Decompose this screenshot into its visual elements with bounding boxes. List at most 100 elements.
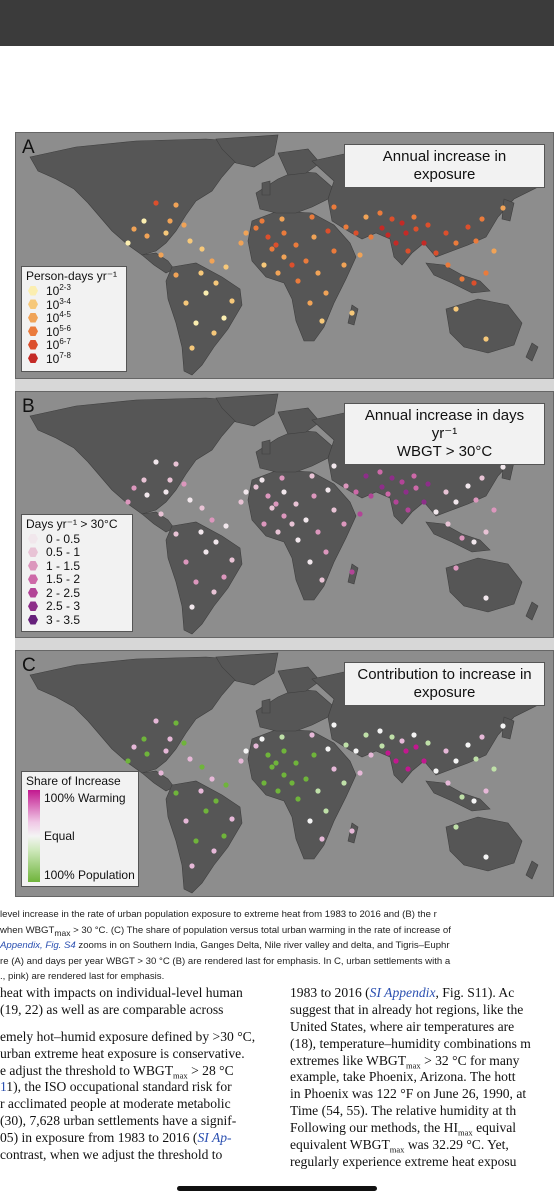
settlement-marker xyxy=(393,758,399,764)
settlement-marker xyxy=(259,218,265,224)
settlement-marker xyxy=(465,483,471,489)
legend-item: 0 - 0.5 xyxy=(22,532,132,546)
landmass-greenland xyxy=(215,134,279,168)
caption-line: level increase in the rate of urban popu… xyxy=(0,909,437,920)
settlement-marker xyxy=(189,863,195,869)
settlement-marker xyxy=(173,461,179,467)
settlement-marker xyxy=(259,736,265,742)
settlement-marker xyxy=(187,756,193,762)
legend-swatch xyxy=(28,313,38,323)
settlement-marker xyxy=(500,205,506,211)
settlement-marker xyxy=(500,723,506,729)
legend-swatch xyxy=(28,615,38,625)
settlement-marker xyxy=(341,521,347,527)
settlement-marker xyxy=(413,744,419,750)
settlement-marker xyxy=(479,216,485,222)
panel-title-line: Annual increase in days yr⁻¹ xyxy=(364,407,525,442)
settlement-marker xyxy=(421,758,427,764)
settlement-marker xyxy=(229,557,235,563)
panel-a: A Annual increase in exposure Person-day… xyxy=(15,132,554,379)
settlement-marker xyxy=(193,838,199,844)
settlement-marker xyxy=(187,238,193,244)
settlement-marker xyxy=(341,780,347,786)
settlement-marker xyxy=(453,499,459,505)
settlement-marker xyxy=(261,521,267,527)
settlement-marker xyxy=(379,743,385,749)
settlement-marker xyxy=(331,248,337,254)
settlement-marker xyxy=(379,225,385,231)
text-line: contrast, when we adjust the threshold t… xyxy=(0,1147,223,1163)
settlement-marker xyxy=(389,734,395,740)
legend-item: 1.5 - 2 xyxy=(22,572,132,586)
legend-label: 0.5 - 1 xyxy=(46,545,81,560)
settlement-marker xyxy=(125,499,131,505)
settlement-marker xyxy=(173,202,179,208)
settlement-marker xyxy=(259,477,265,483)
settlement-marker xyxy=(275,788,281,794)
settlement-marker xyxy=(363,732,369,738)
settlement-marker xyxy=(253,484,259,490)
legend-swatch xyxy=(28,561,38,571)
settlement-marker xyxy=(357,252,363,258)
settlement-marker xyxy=(465,742,471,748)
legend-swatch xyxy=(28,299,38,309)
settlement-marker xyxy=(141,218,147,224)
legend-item: 2 - 2.5 xyxy=(22,586,132,600)
settlement-marker xyxy=(281,772,287,778)
settlement-marker xyxy=(238,499,244,505)
text-line xyxy=(0,1019,272,1029)
reference-link[interactable]: 1 xyxy=(0,1079,7,1095)
settlement-marker xyxy=(213,280,219,286)
settlement-marker xyxy=(353,748,359,754)
landmass-australia xyxy=(445,298,523,354)
legend-swatch xyxy=(28,340,38,350)
legend-swatch xyxy=(28,286,38,296)
landmass-scandinavia xyxy=(277,407,321,435)
settlement-marker xyxy=(209,776,215,782)
settlement-marker xyxy=(399,220,405,226)
text-line: 1983 to 2016 (SI Appendix, Fig. S11). Ac xyxy=(290,985,515,1000)
settlement-marker xyxy=(433,509,439,515)
settlement-marker xyxy=(269,505,275,511)
settlement-marker xyxy=(483,336,489,342)
settlement-marker xyxy=(421,240,427,246)
settlement-marker xyxy=(425,740,431,746)
settlement-marker xyxy=(368,493,374,499)
legend-label: 1 - 1.5 xyxy=(46,558,81,573)
settlement-marker xyxy=(131,744,137,750)
appendix-link[interactable]: SI Appendix xyxy=(369,985,436,1000)
appendix-link[interactable]: Appendix, Fig. S4 xyxy=(0,940,76,951)
settlement-marker xyxy=(173,272,179,278)
settlement-marker xyxy=(144,233,150,239)
settlement-marker xyxy=(181,740,187,746)
text-line: suggest that in already hot regions, lik… xyxy=(290,1001,524,1017)
settlement-marker xyxy=(281,254,287,260)
settlement-marker xyxy=(163,489,169,495)
settlement-marker xyxy=(153,718,159,724)
text-line: (18), temperature–humidity combinations … xyxy=(290,1035,531,1051)
settlement-marker xyxy=(223,782,229,788)
legend-label: 103-4 xyxy=(46,296,71,312)
settlement-marker xyxy=(293,501,299,507)
appendix-link[interactable]: SI Ap- xyxy=(197,1130,232,1146)
settlement-marker xyxy=(331,766,337,772)
settlement-marker xyxy=(425,481,431,487)
legend-title: Person-days yr⁻¹ xyxy=(26,269,118,283)
landmass-south-america xyxy=(165,780,243,894)
body-column-left: heat with impacts on individual-level hu… xyxy=(0,985,272,1164)
home-indicator[interactable] xyxy=(177,1186,377,1191)
settlement-marker xyxy=(193,579,199,585)
text-line: extremes like WBGTmax > 32 °C for many xyxy=(290,1052,520,1071)
settlement-marker xyxy=(307,559,313,565)
settlement-marker xyxy=(144,492,150,498)
settlement-marker xyxy=(167,477,173,483)
settlement-marker xyxy=(163,230,169,236)
legend-swatch xyxy=(28,574,38,584)
settlement-marker xyxy=(189,604,195,610)
settlement-marker xyxy=(281,489,287,495)
settlement-marker xyxy=(323,290,329,296)
body-column-right: 1983 to 2016 (SI Appendix, Fig. S11). Ac… xyxy=(290,985,554,1171)
text-line: United States, where air temperatures ar… xyxy=(290,1018,515,1034)
settlement-marker xyxy=(479,475,485,481)
